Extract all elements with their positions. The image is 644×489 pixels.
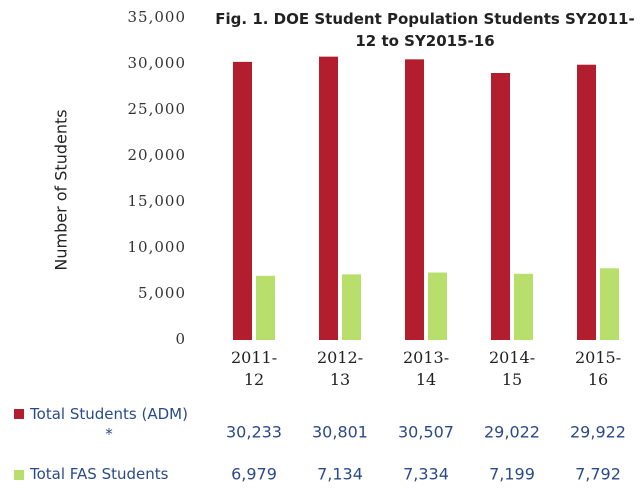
legend-label: Total FAS Students bbox=[30, 465, 169, 483]
y-tick-label: 15,000 bbox=[128, 192, 187, 210]
legend-label: Total Students (ADM) * bbox=[30, 405, 188, 443]
legend-swatch bbox=[14, 409, 24, 419]
table-value: 7,792 bbox=[575, 465, 621, 484]
y-tick-label: 35,000 bbox=[128, 8, 187, 26]
table-value: 30,801 bbox=[312, 423, 368, 442]
table-value: 7,199 bbox=[489, 465, 535, 484]
chart-title: Fig. 1. DOE Student Population Students … bbox=[215, 10, 635, 50]
table-value: 29,922 bbox=[570, 423, 626, 442]
bar bbox=[577, 64, 596, 341]
bar bbox=[428, 272, 447, 340]
y-tick-label: 25,000 bbox=[128, 100, 187, 118]
bar bbox=[233, 61, 252, 341]
x-tick-label: 2011-12 bbox=[231, 348, 278, 389]
legend-swatch bbox=[14, 470, 24, 480]
table-value: 29,022 bbox=[484, 423, 540, 442]
y-tick-label: 20,000 bbox=[128, 146, 187, 164]
bar bbox=[342, 274, 361, 340]
table-value: 30,507 bbox=[398, 423, 454, 442]
table-value: 7,334 bbox=[403, 465, 449, 484]
x-tick-label: 2015-16 bbox=[575, 348, 622, 389]
y-tick-label: 5,000 bbox=[138, 284, 186, 302]
bar bbox=[319, 56, 338, 340]
bar bbox=[405, 59, 424, 340]
bar bbox=[600, 268, 619, 340]
table-value: 7,134 bbox=[317, 465, 363, 484]
y-tick-label: 10,000 bbox=[128, 238, 187, 256]
table-value: 30,233 bbox=[226, 423, 282, 442]
bar bbox=[514, 273, 533, 340]
y-tick-label: 30,000 bbox=[128, 54, 187, 72]
bar bbox=[256, 275, 275, 340]
y-axis-label: Number of Students bbox=[52, 109, 71, 270]
x-tick-label: 2014-15 bbox=[489, 348, 536, 389]
y-tick-label: 0 bbox=[175, 330, 186, 348]
bar bbox=[491, 72, 510, 341]
x-tick-label: 2013-14 bbox=[403, 348, 450, 389]
x-tick-label: 2012-13 bbox=[317, 348, 364, 389]
table-value: 6,979 bbox=[231, 465, 277, 484]
